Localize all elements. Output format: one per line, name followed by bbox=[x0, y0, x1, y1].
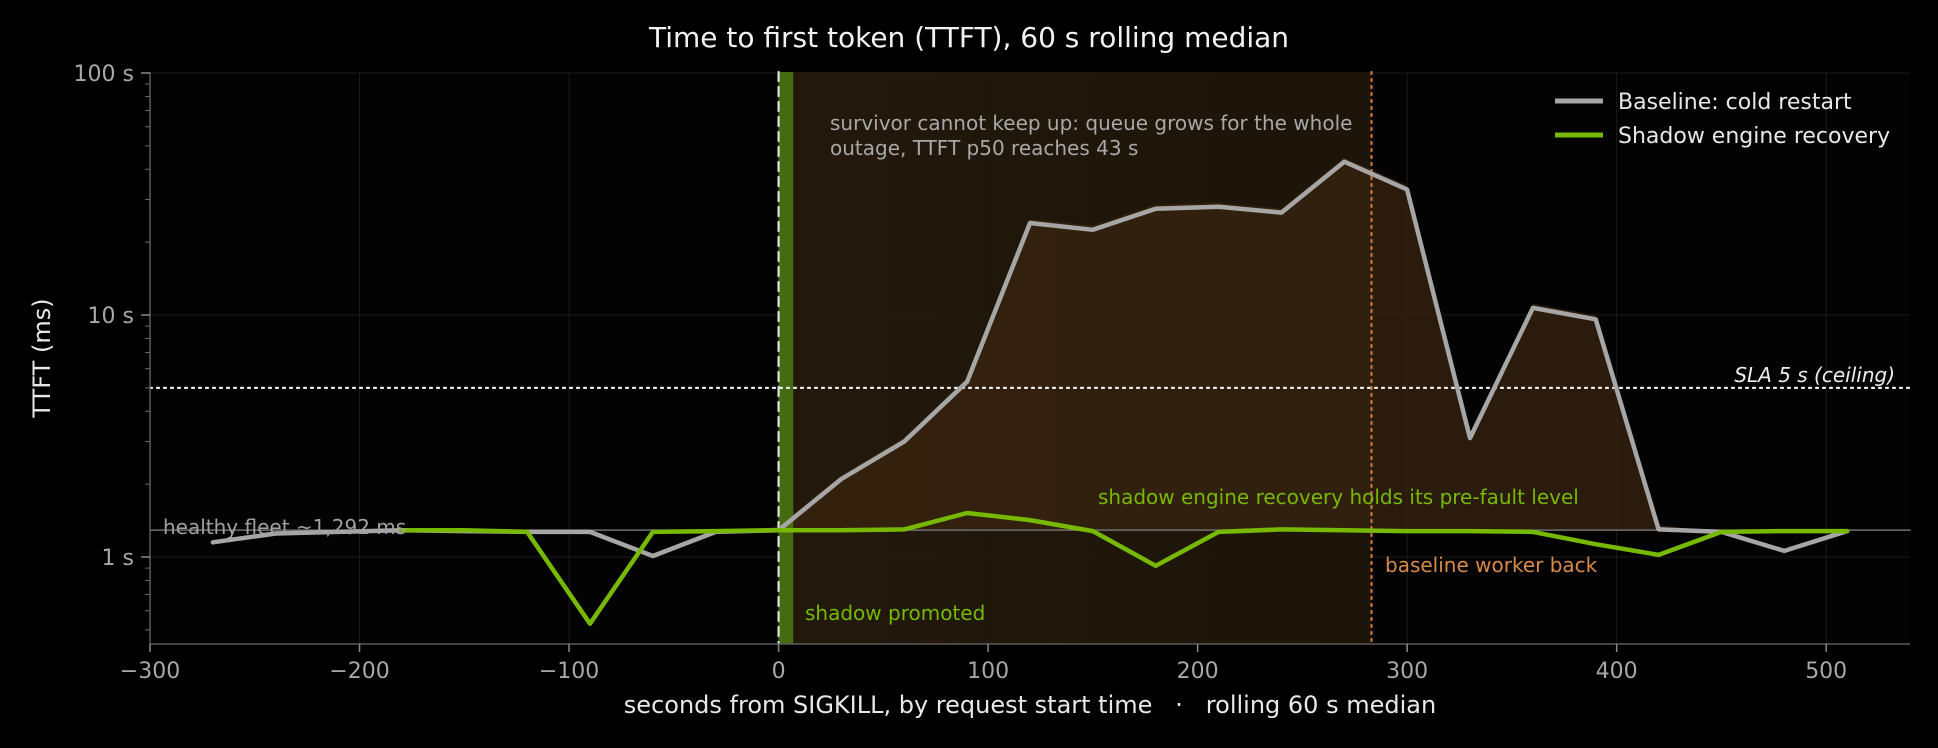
x-tick-label: −200 bbox=[329, 659, 389, 684]
x-tick-label: 100 bbox=[967, 659, 1009, 684]
y-axis-label: TTFT (ms) bbox=[28, 298, 56, 418]
annotation-outage: outage, TTFT p50 reaches 43 s bbox=[830, 136, 1138, 160]
legend: Baseline: cold restart Shadow engine rec… bbox=[1555, 90, 1890, 149]
healthy-fleet-label: healthy fleet ~1,292 ms bbox=[163, 515, 406, 539]
x-axis-label: seconds from SIGKILL, by request start t… bbox=[624, 691, 1436, 719]
chart-title: Time to first token (TTFT), 60 s rolling… bbox=[648, 21, 1289, 54]
series-layer bbox=[210, 159, 1850, 626]
annotations: survivor cannot keep up: queue grows for… bbox=[163, 111, 1895, 625]
legend-label-shadow: Shadow engine recovery bbox=[1618, 124, 1890, 149]
sla-label: SLA 5 s (ceiling) bbox=[1734, 363, 1895, 387]
x-tick-label: 400 bbox=[1596, 659, 1638, 684]
legend-label-baseline: Baseline: cold restart bbox=[1618, 90, 1852, 115]
x-tick-label: 0 bbox=[772, 659, 786, 684]
annotation-outage: survivor cannot keep up: queue grows for… bbox=[830, 111, 1352, 135]
x-tick-label: −300 bbox=[120, 659, 180, 684]
shaded-regions bbox=[757, 72, 1701, 644]
shadow-promotion-band bbox=[778, 72, 794, 644]
series-line-1 bbox=[399, 510, 1850, 626]
annotation-shadow: shadow engine recovery holds its pre-fau… bbox=[1098, 485, 1579, 509]
baseline-worker-back-label: baseline worker back bbox=[1385, 553, 1598, 577]
x-tick-label: 300 bbox=[1386, 659, 1428, 684]
x-tick-label: −100 bbox=[539, 659, 599, 684]
y-tick-label: 10 s bbox=[88, 304, 134, 329]
axes: −300 −200 −100 0 100 200 300 400 500 1 s 10 s 100 s bbox=[74, 62, 1910, 684]
x-tick-label: 200 bbox=[1177, 659, 1219, 684]
baseline-glow bbox=[757, 157, 1701, 531]
x-tick-label: 500 bbox=[1805, 659, 1847, 684]
shadow-promoted-label: shadow promoted bbox=[805, 601, 985, 625]
y-tick-label: 1 s bbox=[102, 546, 134, 571]
plot-area: −300 −200 −100 0 100 200 300 400 500 1 s 10 s 100 s… bbox=[74, 62, 1912, 684]
y-tick-label: 100 s bbox=[74, 62, 134, 87]
